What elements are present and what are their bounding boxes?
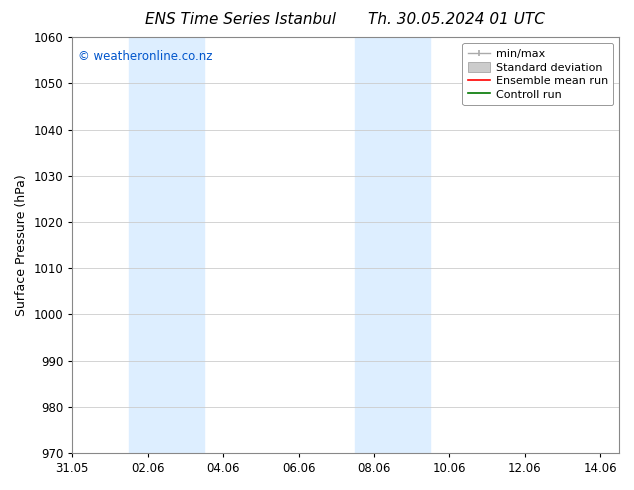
Bar	[355, 37, 430, 453]
Bar	[129, 37, 204, 453]
Legend: min/max, Standard deviation, Ensemble mean run, Controll run: min/max, Standard deviation, Ensemble me…	[462, 43, 614, 105]
Y-axis label: Surface Pressure (hPa): Surface Pressure (hPa)	[15, 174, 28, 316]
Text: Th. 30.05.2024 01 UTC: Th. 30.05.2024 01 UTC	[368, 12, 545, 27]
Text: ENS Time Series Istanbul: ENS Time Series Istanbul	[145, 12, 337, 27]
Text: © weatheronline.co.nz: © weatheronline.co.nz	[78, 49, 212, 63]
